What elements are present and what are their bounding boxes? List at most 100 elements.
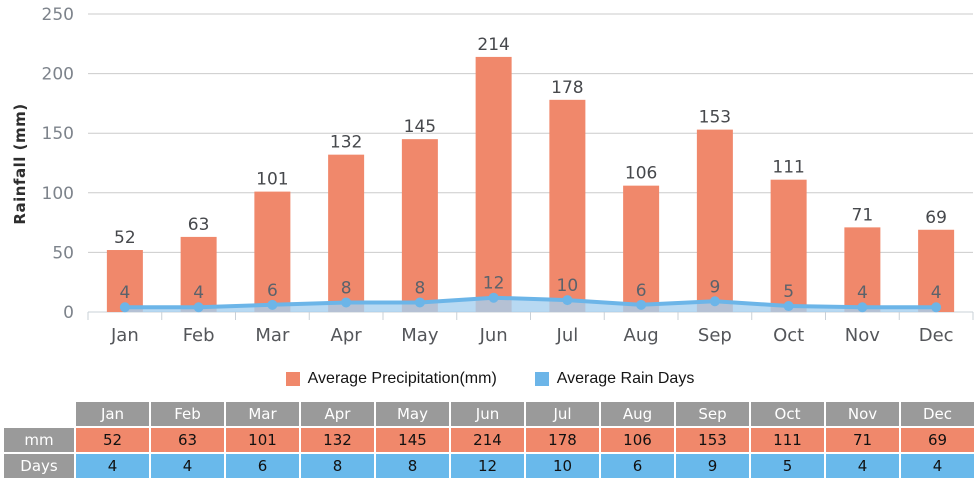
y-axis-tick-label: 250 <box>42 5 74 25</box>
table-month-header: Sep <box>676 402 749 426</box>
rain-days-value-label: 8 <box>414 278 425 298</box>
table-row-label: mm <box>4 428 74 452</box>
table-value-cell: 132 <box>301 428 374 452</box>
table-value-cell: 178 <box>526 428 599 452</box>
table-value-cell: 4 <box>76 454 149 478</box>
table-value-cell: 52 <box>76 428 149 452</box>
rain-days-value-label: 6 <box>267 281 278 301</box>
x-axis-month-label: Jan <box>110 325 139 346</box>
table-value-cell: 10 <box>526 454 599 478</box>
table-value-cell: 8 <box>301 454 374 478</box>
bar-value-label: 132 <box>330 133 362 153</box>
y-axis-tick-label: 200 <box>42 65 74 85</box>
bar-value-label: 145 <box>404 117 436 137</box>
table-month-header: May <box>376 402 449 426</box>
table-value-cell: 101 <box>226 428 299 452</box>
table-value-cell: 5 <box>751 454 824 478</box>
precipitation-bar <box>549 99 586 312</box>
bar-value-label: 71 <box>852 205 874 225</box>
table-month-header: Jan <box>76 402 149 426</box>
rain-days-value-label: 4 <box>119 283 130 303</box>
x-axis-month-label: Sep <box>698 325 732 346</box>
legend-item-rain-days[interactable]: Average Rain Days <box>534 370 695 388</box>
x-axis-month-label: Jun <box>479 325 508 346</box>
bar-value-label: 106 <box>625 164 657 184</box>
rain-days-marker <box>931 302 942 313</box>
table-month-header: Feb <box>151 402 224 426</box>
rain-days-value-label: 4 <box>931 283 942 303</box>
table-value-cell: 4 <box>151 454 224 478</box>
table-value-cell: 145 <box>376 428 449 452</box>
x-axis-month-label: Jul <box>556 325 579 346</box>
rain-days-marker <box>341 297 352 308</box>
rain-days-marker <box>488 292 499 303</box>
precipitation-bar <box>401 139 438 312</box>
y-axis-tick-label: 100 <box>42 184 74 204</box>
precipitation-bar <box>328 154 365 312</box>
bar-value-label: 178 <box>551 78 583 98</box>
bar-value-label: 101 <box>256 170 288 190</box>
table-value-cell: 4 <box>826 454 899 478</box>
table-value-cell: 69 <box>901 428 974 452</box>
rain-days-marker <box>636 299 647 310</box>
rain-days-marker <box>119 302 130 313</box>
rain-days-marker <box>857 302 868 313</box>
rain-days-marker <box>193 302 204 313</box>
table-value-cell: 153 <box>676 428 749 452</box>
table-month-header: Jun <box>451 402 524 426</box>
rain-days-value-label: 10 <box>557 276 579 296</box>
bar-value-label: 63 <box>188 215 210 235</box>
table-value-cell: 214 <box>451 428 524 452</box>
bar-value-label: 52 <box>114 228 136 248</box>
x-axis-month-label: Feb <box>183 325 215 346</box>
table-value-cell: 63 <box>151 428 224 452</box>
rainfall-bar-chart: 0 50 100 150 200 250 52 Jan 63 Feb 101 Mar 132 Apr 145… <box>42 5 974 346</box>
y-axis-title: Rainfall (mm) <box>11 103 29 225</box>
precipitation-bar <box>106 250 143 312</box>
table-value-cell: 8 <box>376 454 449 478</box>
table-month-header: Oct <box>751 402 824 426</box>
precipitation-bar <box>770 179 807 312</box>
rain-days-marker <box>783 301 794 312</box>
precipitation-bar <box>696 129 733 312</box>
precipitation-bar <box>475 56 512 312</box>
table-value-cell: 12 <box>451 454 524 478</box>
rain-days-value-label: 8 <box>341 278 352 298</box>
legend-rain-days-label: Average Rain Days <box>556 370 695 387</box>
rain-days-value-label: 4 <box>193 283 204 303</box>
bar-value-label: 69 <box>925 208 947 228</box>
precipitation-swatch-icon <box>285 372 300 386</box>
table-value-cell: 111 <box>751 428 824 452</box>
rain-days-marker <box>709 296 720 307</box>
rain-days-marker <box>562 295 573 306</box>
precipitation-bar <box>180 236 217 312</box>
monthly-data-table: Jan Feb Mar Apr May Jun Jul Aug Sep Oct Nov Dec mm 52… <box>2 400 976 480</box>
table-row-label: Days <box>4 454 74 478</box>
rain-days-value-label: 6 <box>636 281 647 301</box>
table-corner-cell <box>4 402 74 426</box>
rainfall-chart-area: Rainfall (mm) 0 50 100 150 200 250 52 Jan 63 Feb 1… <box>11 5 974 346</box>
table-month-header: Mar <box>226 402 299 426</box>
y-axis-tick-label: 0 <box>63 303 74 323</box>
precipitation-bar <box>623 185 660 312</box>
y-axis-tick-label: 150 <box>42 124 74 144</box>
bar-value-label: 153 <box>699 108 731 128</box>
precipitation-bar <box>844 227 881 312</box>
rain-days-marker <box>267 299 278 310</box>
table-value-cell: 4 <box>901 454 974 478</box>
table-value-cell: 6 <box>601 454 674 478</box>
x-axis-month-label: Apr <box>331 325 363 346</box>
table-month-header: Aug <box>601 402 674 426</box>
legend-item-precipitation[interactable]: Average Precipitation(mm) <box>285 370 497 388</box>
precipitation-bar <box>254 191 291 312</box>
table-row: Days 4 4 6 8 8 12 10 6 9 5 4 4 <box>4 454 974 478</box>
x-axis-month-label: Mar <box>255 325 290 346</box>
precipitation-bar <box>918 229 955 312</box>
table-month-header: Apr <box>301 402 374 426</box>
bar-value-label: 214 <box>477 35 509 55</box>
rain-days-line <box>122 295 939 310</box>
x-axis-month-label: Nov <box>845 325 880 346</box>
y-axis-tick-label: 50 <box>52 243 74 263</box>
table-month-header: Dec <box>901 402 974 426</box>
rain-days-value-label: 12 <box>483 274 505 294</box>
